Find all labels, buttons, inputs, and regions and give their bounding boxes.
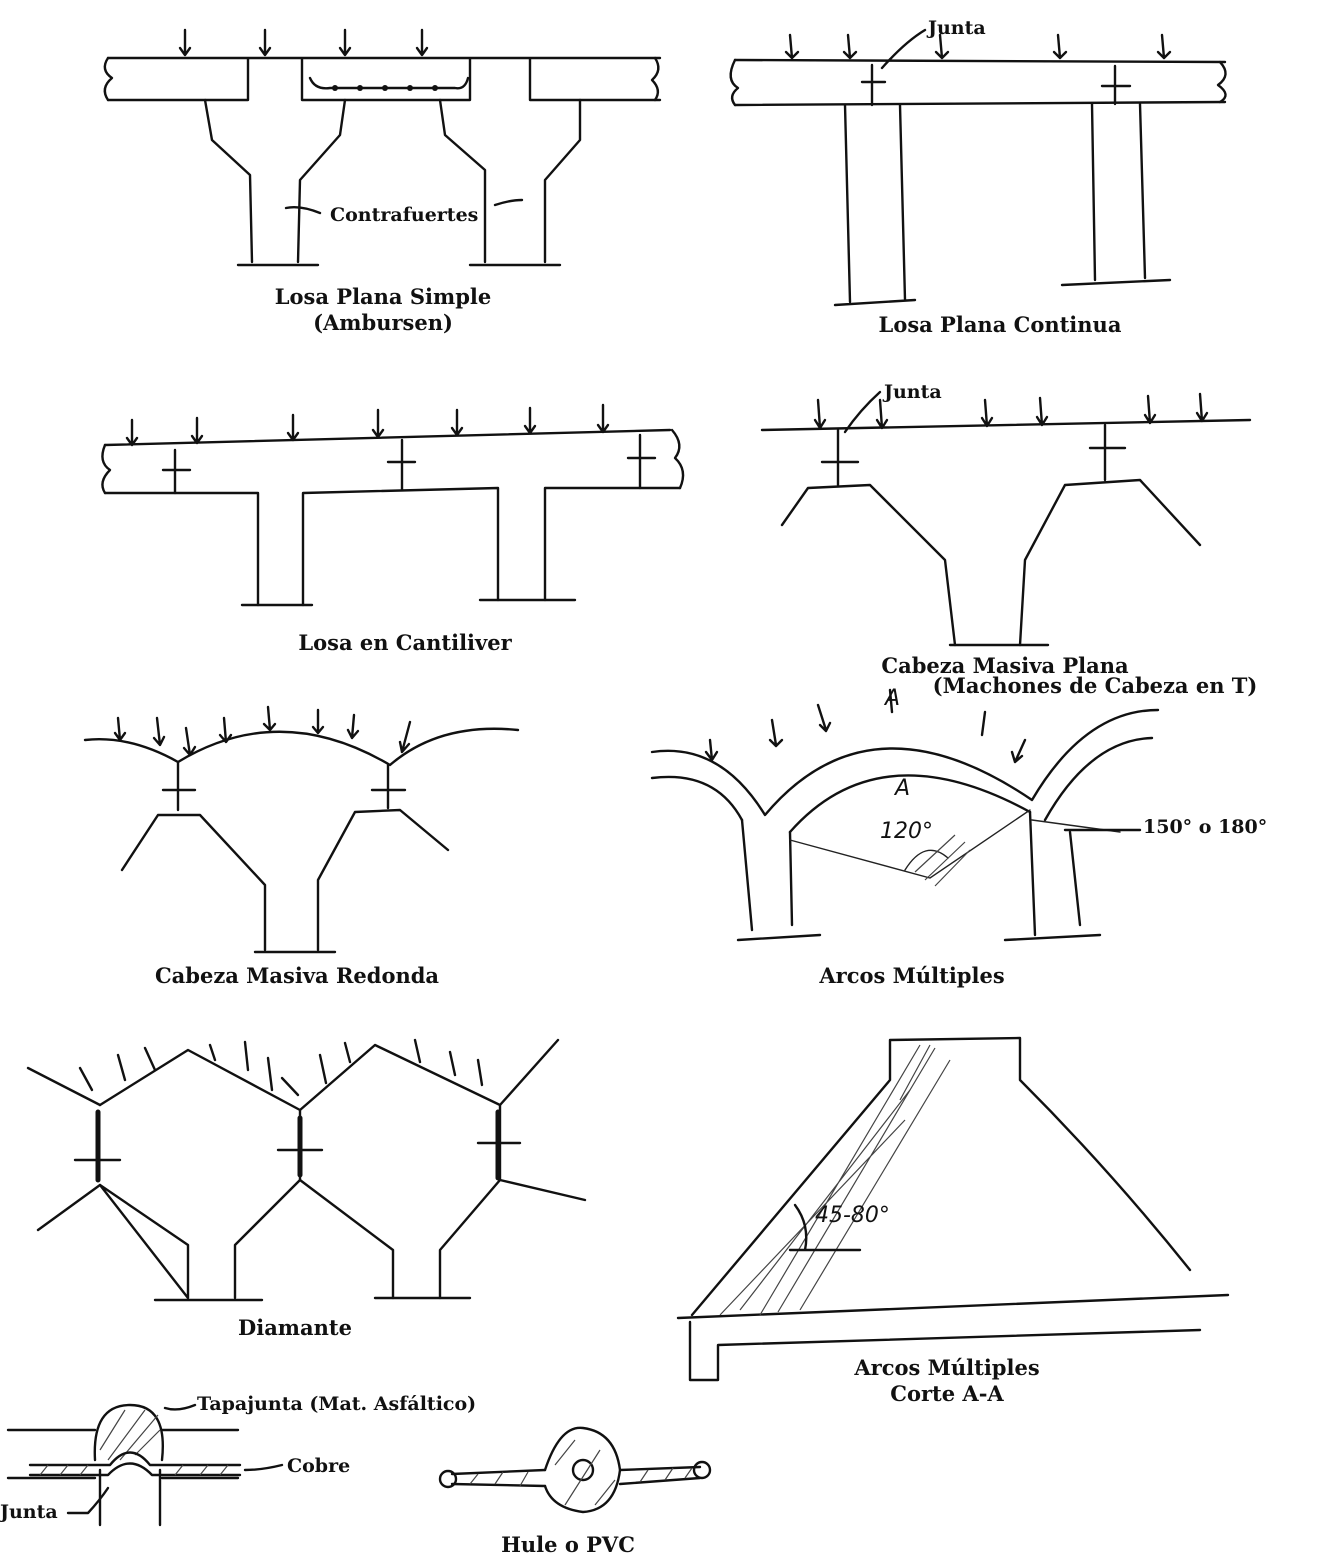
junta-leader: [66, 1486, 110, 1515]
angle-hatch: [914, 834, 971, 887]
label-cobre: Cobre: [287, 1455, 350, 1477]
continuous-slab: [733, 58, 1227, 107]
load-arrows: [113, 705, 412, 757]
slab-deck: [106, 56, 662, 102]
slab-break-right: [670, 428, 685, 490]
label-junta: Junta: [882, 381, 942, 403]
pvc-strip: [450, 1465, 702, 1488]
figure-cabeza-masiva-redonda: Cabeza Masiva Redonda: [83, 705, 520, 988]
caption-cabeza-masiva-redonda: Cabeza Masiva Redonda: [155, 963, 439, 988]
label-angle-150-180: 150° o 180°: [1143, 816, 1267, 838]
caption-losa-plana-simple: Losa Plana Simple: [275, 284, 491, 309]
label-section-mark: A: [893, 776, 910, 801]
column-left: [833, 103, 917, 307]
head-left: [780, 428, 957, 647]
arch-extrados: [650, 708, 1160, 817]
figure-losa-plana-simple: Contrafuertes Losa Plana Simple (Amburse…: [103, 28, 662, 335]
reinforcement-bar: [308, 76, 470, 90]
label-section-mark-top: A: [883, 686, 900, 711]
concrete-edges: [6, 1428, 240, 1527]
caption-arcos-multiples: Arcos Múltiples: [818, 963, 1004, 988]
label-junta-detalle: Junta: [0, 1501, 58, 1523]
contrafuertes-arrows: [284, 198, 524, 215]
copper-hatch: [39, 1464, 229, 1476]
base-lines: [153, 1296, 472, 1302]
pvc-hatch: [469, 1439, 693, 1506]
diamond-head-left: [98, 1048, 302, 1300]
copper-strip: [28, 1451, 242, 1477]
slab-break-left: [729, 58, 740, 107]
slab-break-right: [650, 56, 660, 102]
round-head-face: [83, 727, 520, 767]
arch-intrados: [650, 736, 1154, 834]
outer-wings: [26, 1038, 587, 1232]
load-arrows: [813, 392, 1209, 430]
cobre-leader: [243, 1463, 284, 1472]
figure-losa-cantiliver: Losa en Cantiliver: [101, 403, 685, 655]
buttress-right: [438, 98, 582, 267]
pvc-bulb: [543, 1426, 622, 1514]
label-angle-120: 120°: [880, 819, 933, 844]
figure-arcos-multiples-corte: 45-80° Arcos Múltiples Corte A-A: [676, 1036, 1230, 1406]
base-lines: [240, 598, 577, 607]
caption-machones-cabeza-t: (Machones de Cabeza en T): [933, 673, 1258, 698]
figure-hule-pvc: Hule o PVC: [438, 1426, 712, 1557]
junta-leader: [880, 28, 927, 70]
slab-break-left: [103, 56, 114, 102]
tapajunta-leader: [163, 1403, 197, 1411]
figure-cabeza-masiva-plana: Junta Cabeza Masiva Plana (Machones de C…: [760, 381, 1258, 698]
joint-marks: [860, 63, 1132, 107]
figure-arcos-multiples: A A 120° 150° o 180° Arcos Múltiples: [650, 686, 1267, 988]
caption-cabeza-masiva-plana: Cabeza Masiva Plana: [881, 653, 1129, 678]
caption-hule-pvc: Hule o PVC: [501, 1532, 635, 1557]
figure-losa-plana-continua: Junta Losa Plana Continua: [729, 17, 1227, 337]
figure-diamante: Diamante: [26, 1038, 587, 1340]
load-arrows: [125, 403, 610, 447]
junta-leader: [843, 390, 882, 434]
buttress-left: [736, 818, 822, 942]
slab-break-right: [1216, 60, 1227, 104]
column-right: [1060, 102, 1172, 287]
load-arrows: [704, 688, 1027, 764]
tapajunta-cap: [93, 1403, 164, 1462]
section-outline: [690, 1036, 1192, 1317]
joint-marks: [161, 433, 657, 495]
caption-arcos-multiples-corte: Arcos Múltiples: [853, 1355, 1039, 1380]
label-angle-45-80: 45-80°: [815, 1203, 890, 1228]
section-hatch: [719, 1044, 951, 1316]
buttress-heads: [120, 760, 450, 952]
caption-losa-plana-continua: Losa Plana Continua: [879, 312, 1122, 337]
rebar-dots: [332, 85, 438, 91]
flat-head-face: [760, 418, 1252, 432]
caption-ambursen: (Ambursen): [313, 310, 453, 335]
caption-losa-en-cantiliver: Losa en Cantiliver: [298, 630, 512, 655]
figure-junta-detalle: Tapajunta (Mat. Asfáltico) Cobre Junta: [0, 1393, 476, 1527]
caption-corte-a-a: Corte A-A: [890, 1381, 1004, 1406]
pvc-bulb-core: [571, 1458, 595, 1482]
buttress-left: [203, 98, 347, 267]
cantilever-slab: [103, 428, 682, 607]
pvc-end-right: [692, 1460, 712, 1480]
slab-break-left: [101, 443, 112, 495]
angle-arc: [788, 1203, 862, 1252]
head-right: [1018, 423, 1202, 647]
load-arrows: [784, 33, 1172, 60]
load-arrows: [78, 1038, 484, 1097]
label-tapajunta: Tapajunta (Mat. Asfáltico): [197, 1393, 476, 1415]
pvc-end-left: [438, 1469, 458, 1489]
caption-diamante: Diamante: [238, 1315, 352, 1340]
diamond-head-right: [298, 1043, 502, 1300]
label-junta: Junta: [926, 17, 986, 39]
label-contrafuertes: Contrafuertes: [330, 204, 478, 226]
tapajunta-hatch: [99, 1409, 161, 1461]
load-arrows: [178, 28, 429, 57]
joint-seals: [95, 1109, 501, 1183]
buttress-right: [1003, 810, 1102, 942]
section-base: [676, 1293, 1230, 1382]
